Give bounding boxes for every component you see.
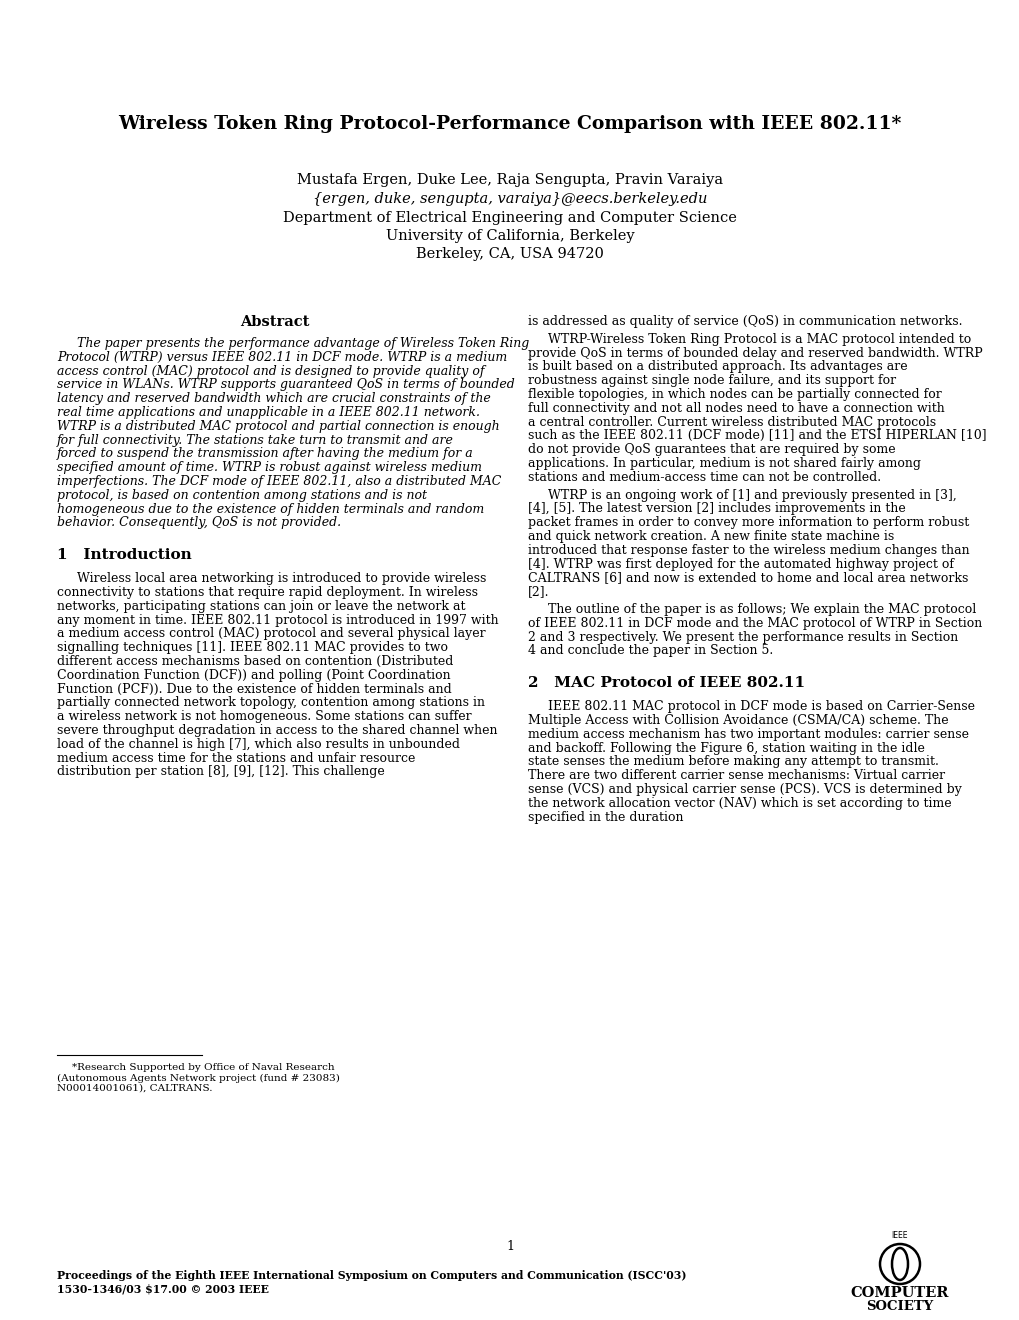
Text: robustness against single node failure, and its support for: robustness against single node failure, … (528, 374, 896, 387)
Text: WTRP-Wireless Token Ring Protocol is a MAC protocol intended to: WTRP-Wireless Token Ring Protocol is a M… (547, 333, 970, 346)
Text: a medium access control (MAC) protocol and several physical layer: a medium access control (MAC) protocol a… (57, 627, 485, 640)
Text: Protocol (WTRP) versus IEEE 802.11 in DCF mode. WTRP is a medium: Protocol (WTRP) versus IEEE 802.11 in DC… (57, 351, 506, 364)
Text: The paper presents the performance advantage of Wireless Token Ring: The paper presents the performance advan… (76, 337, 529, 350)
Text: distribution per station [8], [9], [12]. This challenge: distribution per station [8], [9], [12].… (57, 766, 384, 779)
Text: latency and reserved bandwidth which are crucial constraints of the: latency and reserved bandwidth which are… (57, 392, 490, 405)
Text: WTRP is a distributed MAC protocol and partial connection is enough: WTRP is a distributed MAC protocol and p… (57, 420, 499, 433)
Text: [2].: [2]. (528, 585, 549, 598)
Text: 2 and 3 respectively. We present the performance results in Section: 2 and 3 respectively. We present the per… (528, 631, 957, 644)
Text: access control (MAC) protocol and is designed to provide quality of: access control (MAC) protocol and is des… (57, 364, 484, 378)
Text: University of California, Berkeley: University of California, Berkeley (385, 228, 634, 243)
Text: packet frames in order to convey more information to perform robust: packet frames in order to convey more in… (528, 516, 968, 529)
Text: *Research Supported by Office of Naval Research: *Research Supported by Office of Naval R… (72, 1063, 334, 1072)
Text: a wireless network is not homogeneous. Some stations can suffer: a wireless network is not homogeneous. S… (57, 710, 471, 723)
Text: Berkeley, CA, USA 94720: Berkeley, CA, USA 94720 (416, 247, 603, 261)
Text: medium access mechanism has two important modules: carrier sense: medium access mechanism has two importan… (528, 727, 968, 741)
Text: N00014001061), CALTRANS.: N00014001061), CALTRANS. (57, 1084, 212, 1093)
Text: 1530-1346/03 $17.00 © 2003 IEEE: 1530-1346/03 $17.00 © 2003 IEEE (57, 1284, 269, 1295)
Text: flexible topologies, in which nodes can be partially connected for: flexible topologies, in which nodes can … (528, 388, 941, 401)
Text: Department of Electrical Engineering and Computer Science: Department of Electrical Engineering and… (283, 211, 736, 224)
Text: signalling techniques [11]. IEEE 802.11 MAC provides to two: signalling techniques [11]. IEEE 802.11 … (57, 642, 447, 655)
Text: networks, participating stations can join or leave the network at: networks, participating stations can joi… (57, 599, 465, 612)
Text: Coordination Function (DCF)) and polling (Point Coordination: Coordination Function (DCF)) and polling… (57, 669, 450, 682)
Text: There are two different carrier sense mechanisms: Virtual carrier: There are two different carrier sense me… (528, 770, 945, 783)
Text: 4 and conclude the paper in Section 5.: 4 and conclude the paper in Section 5. (528, 644, 772, 657)
Text: full connectivity and not all nodes need to have a connection with: full connectivity and not all nodes need… (528, 401, 944, 414)
Text: 1: 1 (505, 1239, 514, 1253)
Text: Mustafa Ergen, Duke Lee, Raja Sengupta, Pravin Varaiya: Mustafa Ergen, Duke Lee, Raja Sengupta, … (297, 173, 722, 187)
Text: The outline of the paper is as follows; We explain the MAC protocol: The outline of the paper is as follows; … (547, 603, 975, 616)
Text: forced to suspend the transmission after having the medium for a: forced to suspend the transmission after… (57, 447, 473, 461)
Text: real time applications and unapplicable in a IEEE 802.11 network.: real time applications and unapplicable … (57, 407, 480, 418)
Text: such as the IEEE 802.11 (DCF mode) [11] and the ETSI HIPERLAN [10]: such as the IEEE 802.11 (DCF mode) [11] … (528, 429, 985, 442)
Text: behavior. Consequently, QoS is not provided.: behavior. Consequently, QoS is not provi… (57, 516, 340, 529)
Text: provide QoS in terms of bounded delay and reserved bandwidth. WTRP: provide QoS in terms of bounded delay an… (528, 347, 981, 359)
Text: COMPUTER: COMPUTER (850, 1286, 949, 1300)
Text: state senses the medium before making any attempt to transmit.: state senses the medium before making an… (528, 755, 937, 768)
Text: specified in the duration: specified in the duration (528, 810, 683, 824)
Text: of IEEE 802.11 in DCF mode and the MAC protocol of WTRP in Section: of IEEE 802.11 in DCF mode and the MAC p… (528, 616, 981, 630)
Text: the network allocation vector (NAV) which is set according to time: the network allocation vector (NAV) whic… (528, 797, 951, 809)
Text: homogeneous due to the existence of hidden terminals and random: homogeneous due to the existence of hidd… (57, 503, 484, 516)
Text: load of the channel is high [7], which also results in unbounded: load of the channel is high [7], which a… (57, 738, 460, 751)
Text: and backoff. Following the Figure 6, station waiting in the idle: and backoff. Following the Figure 6, sta… (528, 742, 924, 755)
Text: IEEE: IEEE (891, 1232, 907, 1239)
Text: (Autonomous Agents Network project (fund # 23083): (Autonomous Agents Network project (fund… (57, 1073, 339, 1082)
Text: 1   Introduction: 1 Introduction (57, 548, 192, 562)
Text: introduced that response faster to the wireless medium changes than: introduced that response faster to the w… (528, 544, 969, 557)
Text: protocol, is based on contention among stations and is not: protocol, is based on contention among s… (57, 488, 427, 502)
Text: Abstract: Abstract (239, 315, 309, 329)
Text: Function (PCF)). Due to the existence of hidden terminals and: Function (PCF)). Due to the existence of… (57, 682, 451, 696)
Text: partially connected network topology, contention among stations in: partially connected network topology, co… (57, 697, 484, 709)
Text: Proceedings of the Eighth IEEE International Symposium on Computers and Communic: Proceedings of the Eighth IEEE Internati… (57, 1270, 686, 1280)
Text: and quick network creation. A new finite state machine is: and quick network creation. A new finite… (528, 531, 894, 543)
Text: any moment in time. IEEE 802.11 protocol is introduced in 1997 with: any moment in time. IEEE 802.11 protocol… (57, 614, 498, 627)
Text: Multiple Access with Collision Avoidance (CSMA/CA) scheme. The: Multiple Access with Collision Avoidance… (528, 714, 948, 727)
Text: connectivity to stations that require rapid deployment. In wireless: connectivity to stations that require ra… (57, 586, 478, 599)
Text: specified amount of time. WTRP is robust against wireless medium: specified amount of time. WTRP is robust… (57, 461, 482, 474)
Text: sense (VCS) and physical carrier sense (PCS). VCS is determined by: sense (VCS) and physical carrier sense (… (528, 783, 961, 796)
Text: {ergen, duke, sengupta, varaiya}@eecs.berkeley.edu: {ergen, duke, sengupta, varaiya}@eecs.be… (313, 191, 706, 206)
Text: SOCIETY: SOCIETY (865, 1300, 932, 1313)
Text: is built based on a distributed approach. Its advantages are: is built based on a distributed approach… (528, 360, 907, 374)
Text: severe throughput degradation in access to the shared channel when: severe throughput degradation in access … (57, 723, 497, 737)
Text: for full connectivity. The stations take turn to transmit and are: for full connectivity. The stations take… (57, 433, 453, 446)
Text: is addressed as quality of service (QoS) in communication networks.: is addressed as quality of service (QoS)… (528, 315, 962, 327)
Text: 2   MAC Protocol of IEEE 802.11: 2 MAC Protocol of IEEE 802.11 (528, 676, 804, 690)
Text: Wireless local area networking is introduced to provide wireless: Wireless local area networking is introd… (76, 572, 486, 585)
Text: medium access time for the stations and unfair resource: medium access time for the stations and … (57, 751, 415, 764)
Text: applications. In particular, medium is not shared fairly among: applications. In particular, medium is n… (528, 457, 920, 470)
Text: IEEE 802.11 MAC protocol in DCF mode is based on Carrier-Sense: IEEE 802.11 MAC protocol in DCF mode is … (547, 700, 974, 713)
Text: CALTRANS [6] and now is extended to home and local area networks: CALTRANS [6] and now is extended to home… (528, 572, 967, 585)
Text: [4]. WTRP was first deployed for the automated highway project of: [4]. WTRP was first deployed for the aut… (528, 557, 953, 570)
Text: different access mechanisms based on contention (Distributed: different access mechanisms based on con… (57, 655, 452, 668)
Text: Wireless Token Ring Protocol-Performance Comparison with IEEE 802.11*: Wireless Token Ring Protocol-Performance… (118, 115, 901, 133)
Text: [4], [5]. The latest version [2] includes improvements in the: [4], [5]. The latest version [2] include… (528, 503, 905, 515)
Text: stations and medium-access time can not be controlled.: stations and medium-access time can not … (528, 471, 880, 484)
Text: a central controller. Current wireless distributed MAC protocols: a central controller. Current wireless d… (528, 416, 935, 429)
Text: imperfections. The DCF mode of IEEE 802.11, also a distributed MAC: imperfections. The DCF mode of IEEE 802.… (57, 475, 501, 488)
Text: do not provide QoS guarantees that are required by some: do not provide QoS guarantees that are r… (528, 444, 895, 457)
Text: service in WLANs. WTRP supports guaranteed QoS in terms of bounded: service in WLANs. WTRP supports guarante… (57, 379, 515, 392)
Text: WTRP is an ongoing work of [1] and previously presented in [3],: WTRP is an ongoing work of [1] and previ… (547, 488, 956, 502)
